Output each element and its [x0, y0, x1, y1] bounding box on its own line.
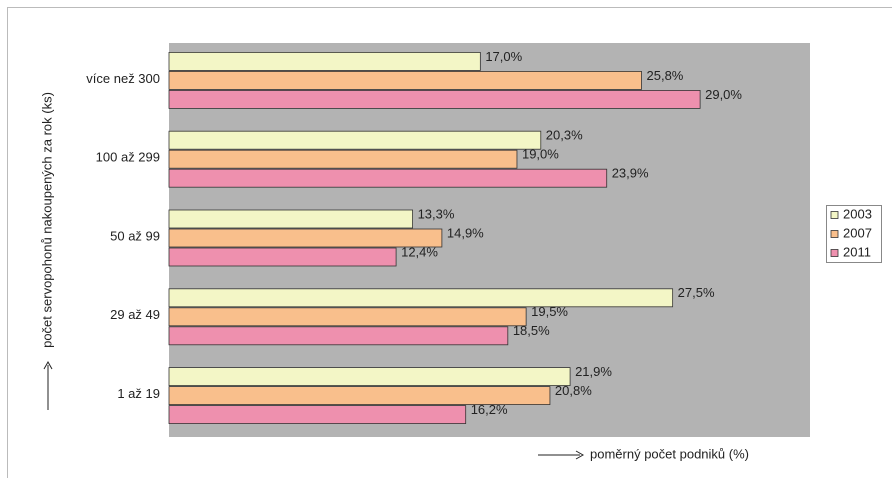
bar	[169, 131, 541, 149]
y-tick-label: 50 až 99	[110, 228, 160, 243]
bar	[169, 327, 508, 345]
bar	[169, 90, 700, 108]
value-label: 23,9%	[612, 166, 649, 181]
bar	[169, 248, 396, 266]
value-label: 13,3%	[418, 206, 455, 221]
bar	[169, 150, 517, 168]
y-tick-label: 1 až 19	[117, 386, 160, 401]
legend-label: 2003	[843, 206, 872, 221]
value-label: 12,4%	[401, 244, 438, 259]
legend-swatch	[831, 250, 838, 257]
value-label: 20,3%	[546, 128, 583, 143]
bar	[169, 169, 607, 187]
y-tick-label: více než 300	[86, 71, 160, 86]
legend-label: 2007	[843, 225, 872, 240]
bar	[169, 289, 673, 307]
bar	[169, 406, 466, 424]
value-label: 19,0%	[522, 147, 559, 162]
y-tick-label: 100 až 299	[96, 150, 160, 165]
bar	[169, 52, 480, 70]
bar	[169, 308, 526, 326]
legend-swatch	[831, 212, 838, 219]
bar	[169, 71, 642, 89]
value-label: 16,2%	[471, 402, 508, 417]
value-label: 18,5%	[513, 323, 550, 338]
value-label: 21,9%	[575, 364, 612, 379]
value-label: 14,9%	[447, 225, 484, 240]
value-label: 29,0%	[705, 87, 742, 102]
legend-swatch	[831, 231, 838, 238]
value-label: 20,8%	[555, 383, 592, 398]
value-label: 19,5%	[531, 304, 568, 319]
value-label: 25,8%	[647, 68, 684, 83]
legend-label: 2011	[843, 244, 871, 259]
value-label: 27,5%	[678, 285, 715, 300]
bar	[169, 368, 570, 386]
y-tick-label: 29 až 49	[110, 307, 160, 322]
y-axis-label: počet servopohonů nakoupených za rok (ks…	[39, 92, 54, 348]
x-axis-label: poměrný počet podniků (%)	[590, 446, 749, 461]
value-label: 17,0%	[485, 49, 522, 64]
bar	[169, 210, 413, 228]
